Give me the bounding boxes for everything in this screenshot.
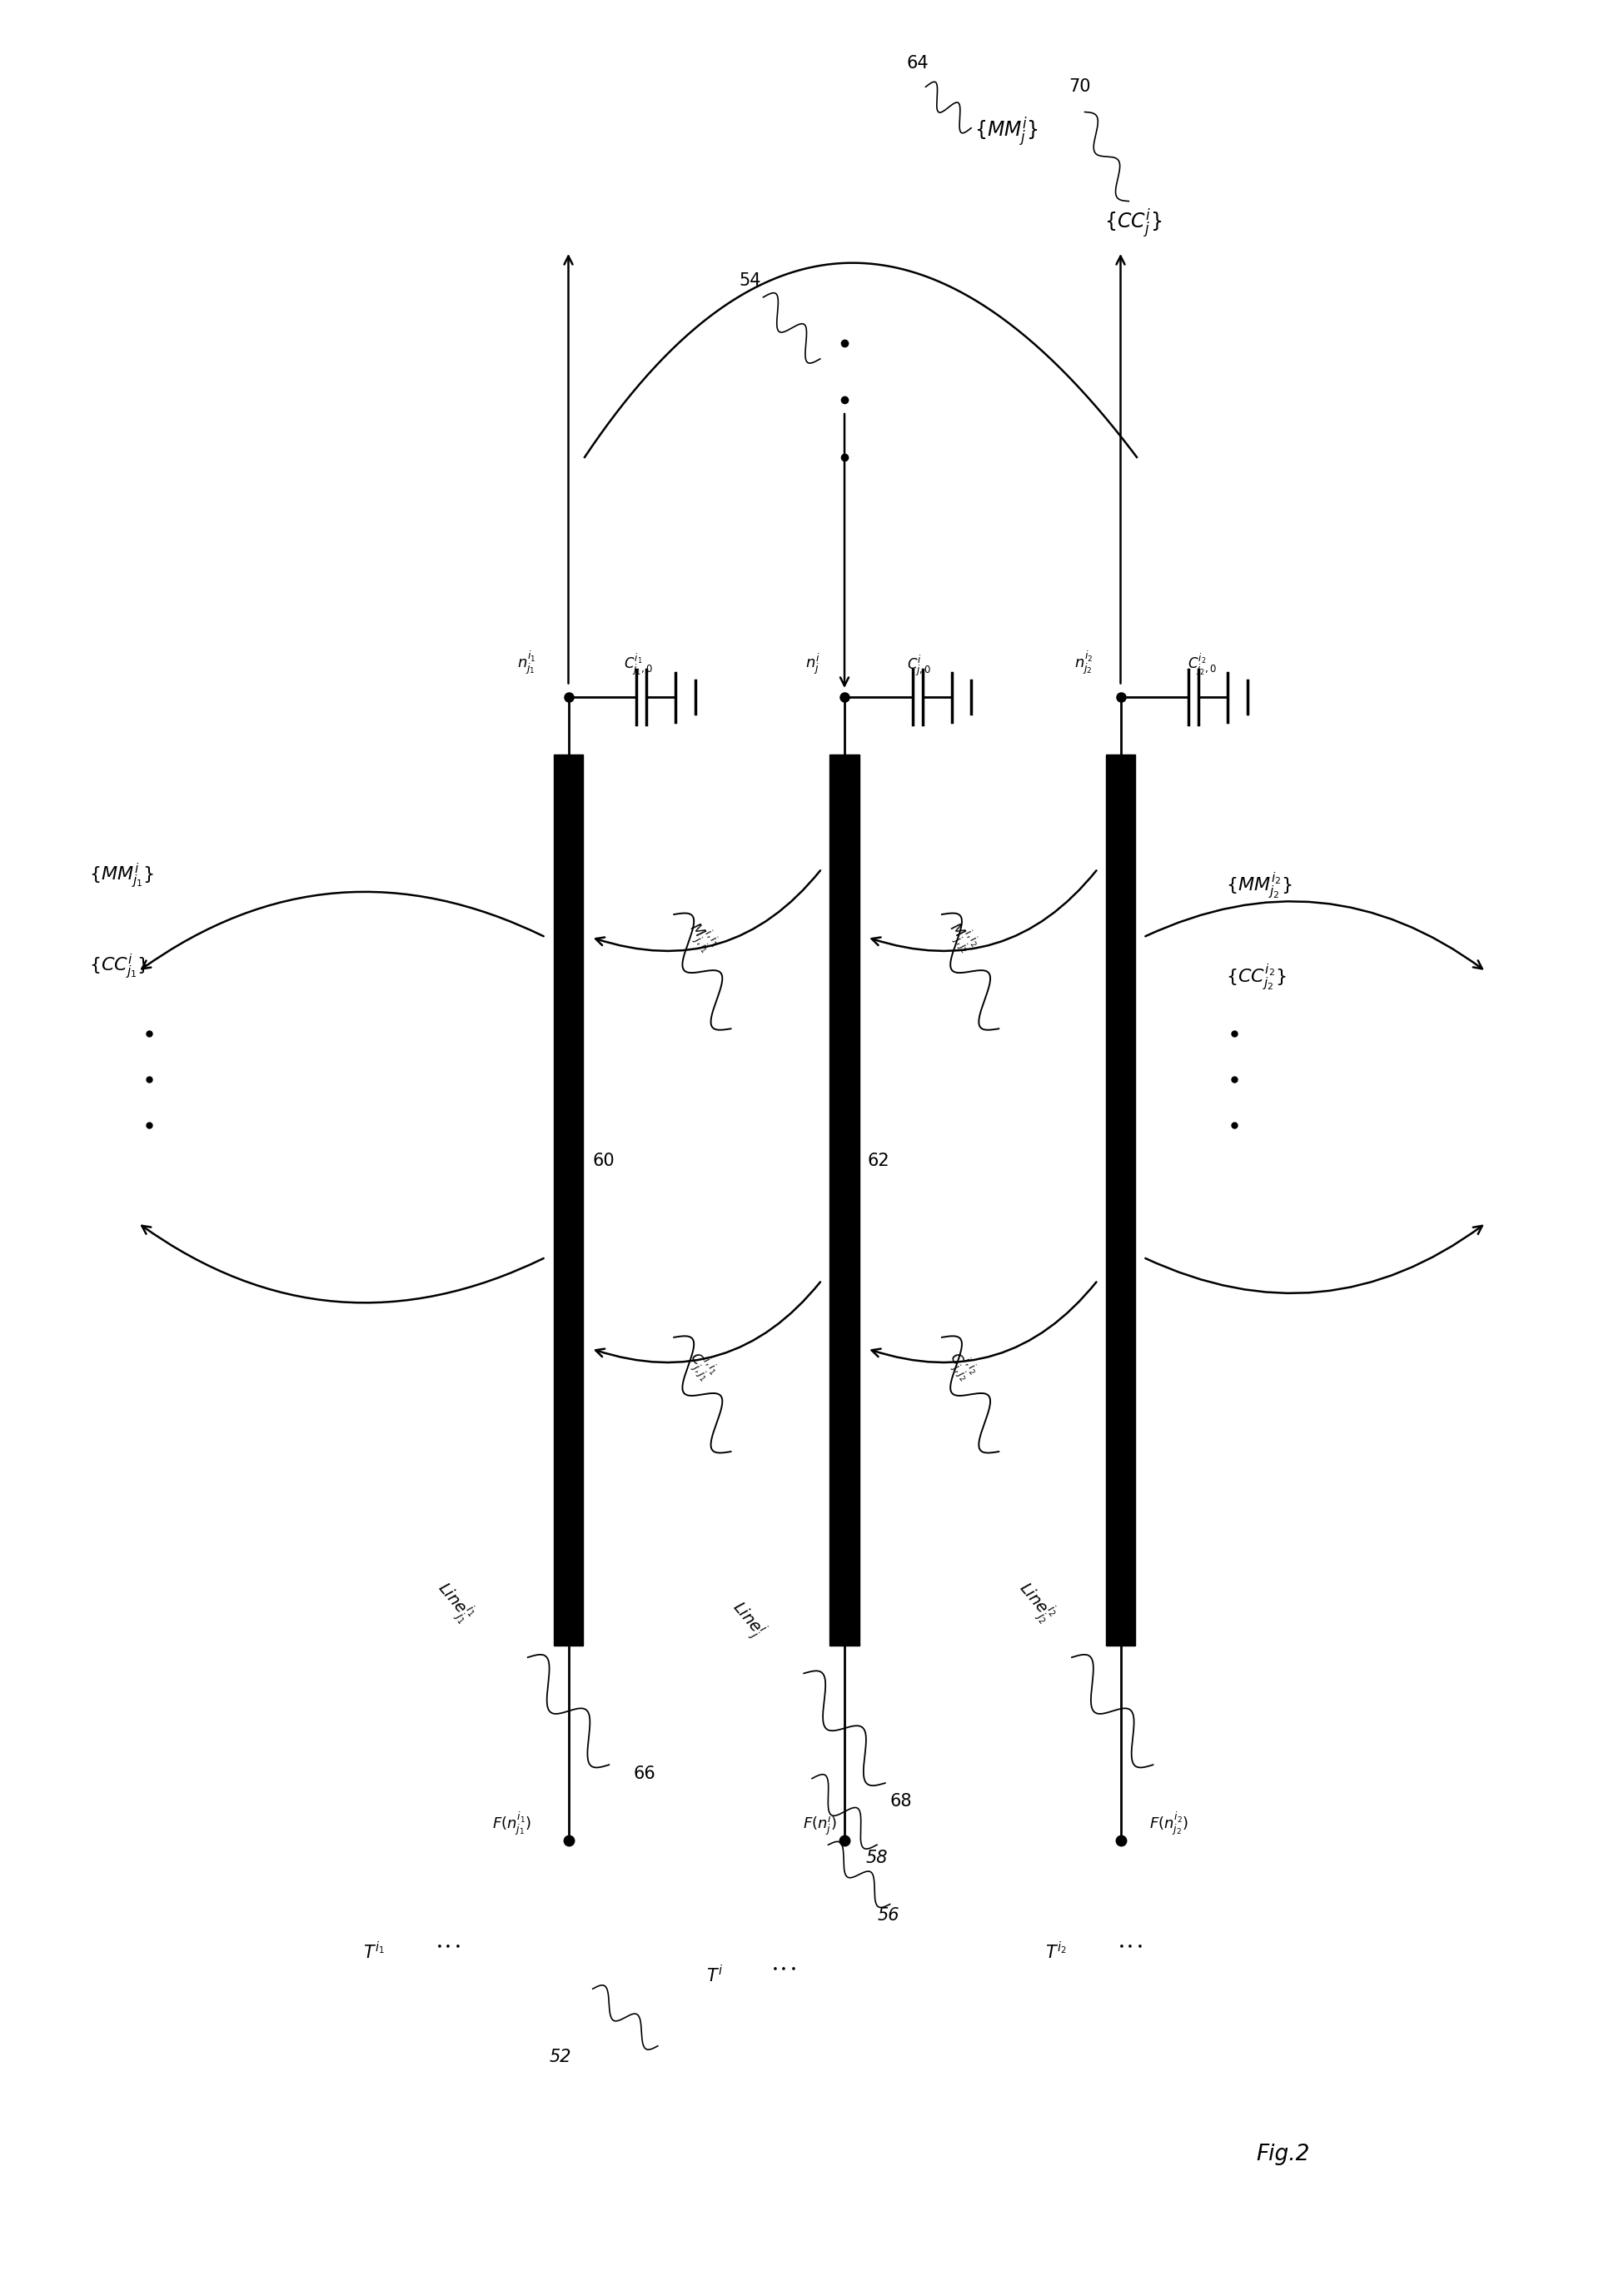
Text: $Line^{i}_{j}$: $Line^{i}_{j}$ <box>724 1596 770 1644</box>
Text: $C^{i_2}_{j_2,0}$: $C^{i_2}_{j_2,0}$ <box>1187 652 1216 679</box>
Text: 60: 60 <box>593 1152 615 1168</box>
Text: 54: 54 <box>739 272 762 288</box>
Text: $n^{i}_{j}$: $n^{i}_{j}$ <box>806 652 820 677</box>
Text: 70: 70 <box>1069 78 1091 94</box>
Text: $C^{i_1}_{j_1,0}$: $C^{i_1}_{j_1,0}$ <box>624 652 653 679</box>
Text: $\bullet\bullet\bullet$: $\bullet\bullet\bullet$ <box>771 1961 797 1973</box>
Text: $Line^{i_2}_{j_2}$: $Line^{i_2}_{j_2}$ <box>1012 1575 1060 1628</box>
Text: 68: 68 <box>890 1792 913 1808</box>
Text: $n^{i_1}_{j_1}$: $n^{i_1}_{j_1}$ <box>516 649 536 677</box>
Text: 66: 66 <box>633 1765 656 1781</box>
Text: 62: 62 <box>867 1152 890 1168</box>
Text: $F(n^{i}_{j})$: $F(n^{i}_{j})$ <box>802 1813 838 1838</box>
Text: $T^{i_2}$: $T^{i_2}$ <box>1044 1941 1067 1961</box>
Text: $M^{i,i_2}_{j,j_2}$: $M^{i,i_2}_{j,j_2}$ <box>942 917 981 958</box>
Text: $C^{i,i_1}_{j,j_1}$: $C^{i,i_1}_{j,j_1}$ <box>682 1346 719 1385</box>
Bar <box>830 754 859 1646</box>
Text: $C^{i}_{j,0}$: $C^{i}_{j,0}$ <box>906 654 932 679</box>
Text: Fig.2: Fig.2 <box>1255 2144 1311 2165</box>
Text: 52: 52 <box>549 2048 572 2064</box>
Bar <box>554 754 583 1646</box>
Text: 64: 64 <box>906 55 929 71</box>
Text: $\{MM^{i}_{j}\}$: $\{MM^{i}_{j}\}$ <box>974 114 1038 149</box>
Text: $\{CC^{i}_{j}\}$: $\{CC^{i}_{j}\}$ <box>1104 206 1161 240</box>
Text: $n^{i_2}_{j_2}$: $n^{i_2}_{j_2}$ <box>1073 649 1093 677</box>
Text: $\{CC^{i_2}_{j_2}\}$: $\{CC^{i_2}_{j_2}\}$ <box>1226 962 1286 992</box>
Text: $\{MM^{i_2}_{j_2}\}$: $\{MM^{i_2}_{j_2}\}$ <box>1226 871 1293 901</box>
Text: $\bullet\bullet\bullet$: $\bullet\bullet\bullet$ <box>435 1939 461 1950</box>
Text: $\{CC^{i}_{j_1}\}$: $\{CC^{i}_{j_1}\}$ <box>89 953 148 981</box>
Text: $C^{i,i_2}_{j,j_2}$: $C^{i,i_2}_{j,j_2}$ <box>942 1346 979 1385</box>
Text: 58: 58 <box>866 1849 888 1865</box>
Text: $T^{i}$: $T^{i}$ <box>706 1964 723 1984</box>
Text: $M^{i,i_1}_{j,j_1}$: $M^{i,i_1}_{j,j_1}$ <box>682 917 721 958</box>
Text: $\bullet\bullet\bullet$: $\bullet\bullet\bullet$ <box>1117 1939 1143 1950</box>
Text: $Line^{i_1}_{j_1}$: $Line^{i_1}_{j_1}$ <box>430 1575 479 1628</box>
Text: $\{MM^{i}_{j_1}\}$: $\{MM^{i}_{j_1}\}$ <box>89 862 154 889</box>
Text: 56: 56 <box>877 1907 900 1923</box>
Bar <box>1106 754 1135 1646</box>
Text: $T^{i_1}$: $T^{i_1}$ <box>362 1941 385 1961</box>
Text: $F(n^{i_1}_{j_1})$: $F(n^{i_1}_{j_1})$ <box>492 1811 531 1838</box>
Text: $F(n^{i_2}_{j_2})$: $F(n^{i_2}_{j_2})$ <box>1150 1811 1189 1838</box>
